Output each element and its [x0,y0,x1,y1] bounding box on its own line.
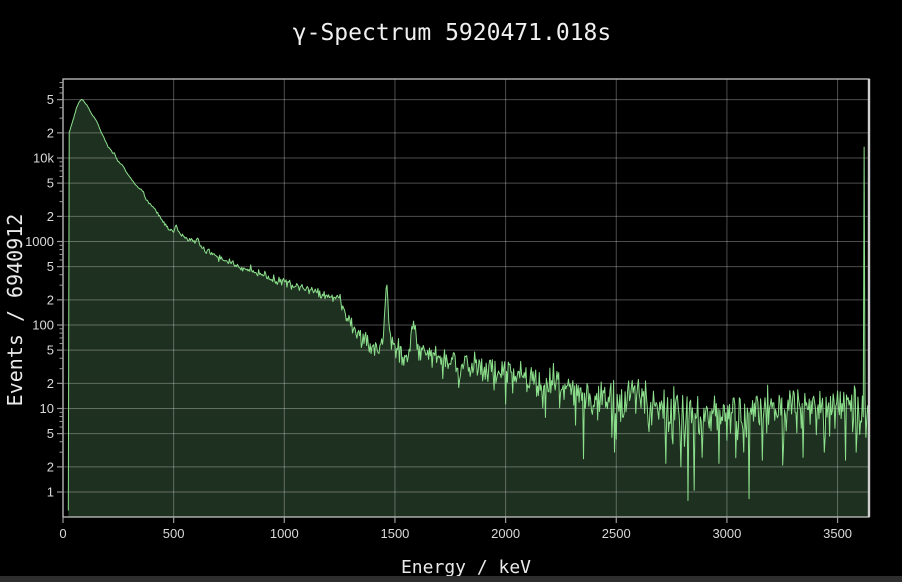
x-axis-ticks: 0 500 1000 1500 2000 2500 3000 3500 [59,517,852,541]
x-tick-label: 2000 [491,526,520,541]
gridlines [62,79,869,517]
x-tick-label: 500 [163,526,185,541]
y-axis-title: Events / 6940912 [3,214,27,407]
y-tick-label: 10 [40,401,54,416]
x-tick-label: 3500 [823,526,852,541]
y-tick-label: 5 [47,92,54,107]
y-tick-label: 5 [47,259,54,274]
x-tick-label: 3000 [712,526,741,541]
x-tick-label: 1000 [270,526,299,541]
y-tick-label: 5 [47,343,54,358]
y-tick-label: 1000 [25,234,54,249]
x-tick-label: 1500 [380,526,409,541]
spectrum-fill-area [68,99,869,518]
y-axis-ticks: 1 2 5 10 2 5 100 2 5 1000 2 5 10k 2 5 [25,82,63,500]
spectrum-trace [67,98,870,511]
y-tick-label: 2 [47,125,54,140]
plot-border [62,78,871,518]
x-axis-title: Energy / keV [401,557,531,576]
chart-title: γ-Spectrum 5920471.018s [293,20,612,46]
bottom-bar [0,576,902,582]
y-tick-label: 5 [47,176,54,191]
y-tick-label: 5 [47,426,54,441]
x-tick-label: 0 [59,526,66,541]
y-tick-label: 100 [32,318,54,333]
y-tick-label: 2 [47,459,54,474]
y-tick-label: 1 [47,485,54,500]
y-tick-label: 2 [47,292,54,307]
y-tick-label: 2 [47,376,54,391]
y-tick-label: 2 [47,209,54,224]
y-tick-label: 10k [33,151,54,166]
x-tick-label: 2500 [602,526,631,541]
